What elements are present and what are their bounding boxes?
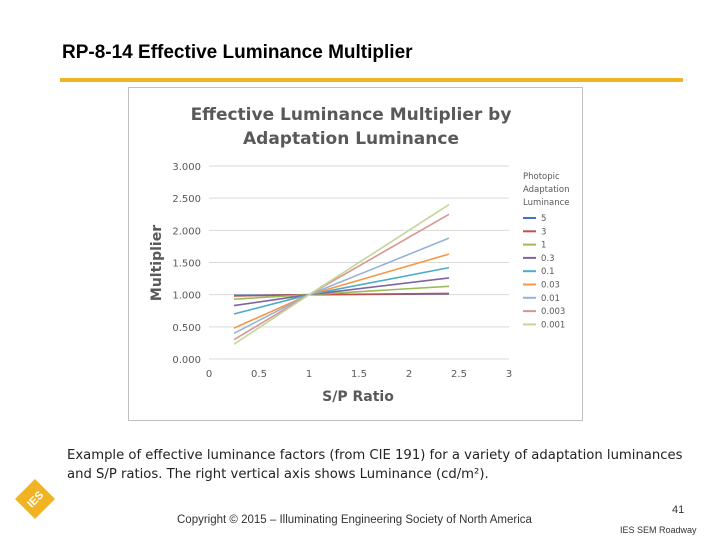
series-line-0.001 xyxy=(233,203,450,345)
chart-title-line-1: Effective Luminance Multiplier by xyxy=(191,105,512,125)
chart-frame: Effective Luminance Multiplier by Adapta… xyxy=(128,87,583,421)
y-tick-label: 1.000 xyxy=(172,291,201,302)
x-tick-label: 2.5 xyxy=(451,369,467,380)
legend-label-1: 1 xyxy=(541,241,546,251)
legend-label-0.03: 0.03 xyxy=(541,281,560,291)
y-tick-label: 0.500 xyxy=(172,323,201,334)
x-axis-label: S/P Ratio xyxy=(322,389,394,405)
copyright-text: Copyright © 2015 – Illuminating Engineer… xyxy=(177,514,532,526)
legend-label-5: 5 xyxy=(541,214,546,224)
legend-label-3: 3 xyxy=(541,227,546,237)
legend-label-0.001: 0.001 xyxy=(541,320,565,330)
legend-title-line-3: Luminance xyxy=(523,198,570,208)
x-tick-label: 1 xyxy=(306,369,312,380)
x-tick-label: 1.5 xyxy=(351,369,367,380)
legend-title-line-1: Photopic xyxy=(523,172,560,182)
chart-title-line-2: Adaptation Luminance xyxy=(243,129,459,149)
x-tick-label: 0.5 xyxy=(251,369,267,380)
line-chart: Effective Luminance Multiplier by Adapta… xyxy=(149,105,570,405)
y-axis-label: Multiplier xyxy=(149,225,165,301)
x-tick-label: 3 xyxy=(506,369,512,380)
slide-number: 41 xyxy=(672,504,685,516)
chart-ticks: 0.000 0.500 1.000 1.500 2.000 2.500 3.000 0 0.5 1… xyxy=(172,162,512,380)
slide-title: RP-8-14 Effective Luminance Multiplier xyxy=(62,42,413,63)
series-line-0.003 xyxy=(233,213,450,341)
x-tick-label: 2 xyxy=(406,369,412,380)
y-tick-label: 1.500 xyxy=(172,259,201,270)
title-divider xyxy=(60,78,683,82)
figure-caption: Example of effective luminance factors (… xyxy=(67,448,683,482)
legend-entries: 5 3 1 0.3 0.1 0.03 0.01 0.003 0.001 xyxy=(523,214,565,330)
legend-title-line-2: Adaptation xyxy=(523,185,570,195)
x-tick-label: 0 xyxy=(206,369,212,380)
y-tick-label: 3.000 xyxy=(172,162,201,173)
legend-label-0.01: 0.01 xyxy=(541,294,560,304)
y-tick-label: 2.500 xyxy=(172,194,201,205)
footer-label: IES SEM Roadway xyxy=(620,525,697,535)
legend-label-0.1: 0.1 xyxy=(541,267,555,277)
y-tick-label: 0.000 xyxy=(172,355,201,366)
chart-legend: Photopic Adaptation Luminance 5 3 1 0.3 0.1 0… xyxy=(523,172,570,330)
chart-series xyxy=(233,203,450,345)
legend-label-0.3: 0.3 xyxy=(541,254,555,264)
y-tick-label: 2.000 xyxy=(172,226,201,237)
legend-label-0.003: 0.003 xyxy=(541,307,565,317)
ies-logo: IES xyxy=(15,479,55,519)
